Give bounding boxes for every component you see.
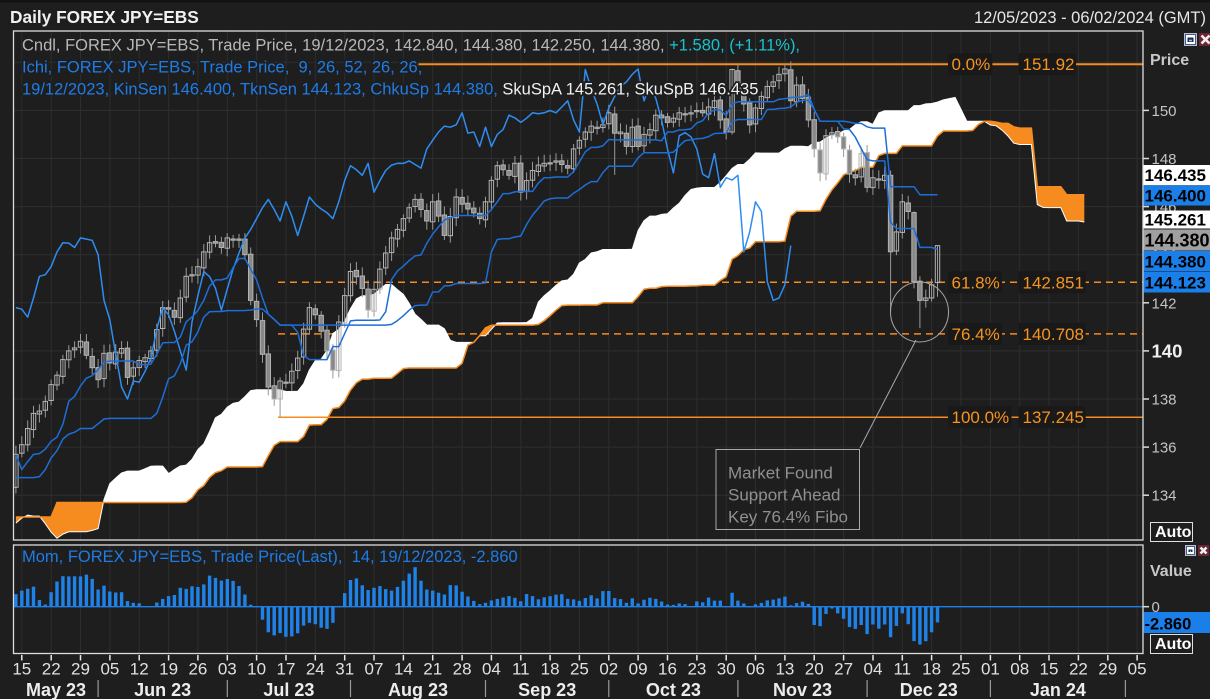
svg-text:134: 134 [1152,488,1177,505]
svg-text:22: 22 [1069,660,1088,679]
svg-text:10: 10 [247,660,266,679]
svg-text:04: 04 [482,660,501,679]
svg-text:Mom, FOREX JPY=EBS, Trade Pric: Mom, FOREX JPY=EBS, Trade Price(Last), 1… [22,548,518,566]
svg-text:138: 138 [1152,392,1177,409]
svg-text:22: 22 [42,660,61,679]
svg-text:Support Ahead: Support Ahead [728,486,840,505]
svg-text:Jul 23: Jul 23 [263,680,314,699]
svg-text:144.380: 144.380 [1145,230,1210,250]
svg-text:Value: Value [1150,563,1192,580]
svg-text:76.4%: 76.4% [952,325,1000,344]
svg-text:30: 30 [717,660,736,679]
svg-text:Dec 23: Dec 23 [900,680,958,699]
svg-text:142.851: 142.851 [1023,273,1084,292]
svg-text:04: 04 [864,660,883,679]
svg-text:0: 0 [1152,599,1160,616]
svg-text:Cndl, FOREX JPY=EBS, Trade Pri: Cndl, FOREX JPY=EBS, Trade Price, 19/12/… [22,37,800,55]
svg-text:11: 11 [893,660,911,679]
svg-text:26: 26 [188,660,207,679]
svg-text:Daily FOREX JPY=EBS: Daily FOREX JPY=EBS [10,7,199,27]
svg-text:29: 29 [71,660,90,679]
svg-text:24: 24 [306,660,325,679]
svg-text:13: 13 [775,660,794,679]
svg-text:15: 15 [12,660,31,679]
svg-text:146.400: 146.400 [1145,187,1206,206]
svg-text:16: 16 [658,660,677,679]
svg-text:144.123: 144.123 [1145,273,1206,292]
svg-text:17: 17 [277,660,296,679]
svg-text:140.708: 140.708 [1023,325,1084,344]
svg-text:18: 18 [922,660,941,679]
svg-text:Key 76.4% Fibo: Key 76.4% Fibo [728,508,848,527]
svg-text:25: 25 [570,660,589,679]
svg-text:23: 23 [687,660,706,679]
svg-text:05: 05 [1128,660,1147,679]
svg-text:01: 01 [981,660,1000,679]
svg-text:Auto: Auto [1155,636,1192,653]
svg-text:150: 150 [1152,103,1177,120]
svg-text:05: 05 [100,660,119,679]
svg-text:20: 20 [805,660,824,679]
svg-text:Sep 23: Sep 23 [518,680,576,699]
svg-text:Nov 23: Nov 23 [773,680,832,699]
svg-text:Jan 24: Jan 24 [1030,680,1086,699]
svg-text:146.435: 146.435 [1145,166,1206,185]
svg-text:100.0%: 100.0% [952,408,1010,427]
svg-text:27: 27 [834,660,853,679]
svg-text:Jun 23: Jun 23 [134,680,191,699]
svg-text:28: 28 [453,660,472,679]
svg-text:148: 148 [1152,151,1177,168]
svg-text:02: 02 [599,660,618,679]
svg-text:25: 25 [952,660,971,679]
svg-text:137.245: 137.245 [1023,408,1084,427]
svg-text:31: 31 [335,660,354,679]
svg-text:Auto: Auto [1155,524,1192,541]
svg-text:61.8%: 61.8% [952,273,1000,292]
svg-text:18: 18 [541,660,560,679]
svg-text:Ichi, FOREX JPY=EBS, Trade Pri: Ichi, FOREX JPY=EBS, Trade Price, 9, 26,… [22,59,422,77]
svg-text:19/12/2023, KinSen 146.400, Tk: 19/12/2023, KinSen 146.400, TknSen 144.1… [22,81,758,99]
svg-text:29: 29 [1098,660,1117,679]
svg-text:151.92: 151.92 [1023,55,1075,74]
svg-text:08: 08 [1010,660,1029,679]
svg-text:140: 140 [1152,340,1183,361]
svg-text:12: 12 [130,660,149,679]
svg-text:0.0%: 0.0% [952,55,991,74]
svg-text:15: 15 [1040,660,1059,679]
svg-text:Oct 23: Oct 23 [646,680,701,699]
svg-text:May 23: May 23 [26,680,86,699]
svg-text:03: 03 [218,660,237,679]
svg-text:Market Found: Market Found [728,464,833,483]
svg-text:19: 19 [159,660,178,679]
svg-text:Price: Price [1150,52,1189,69]
svg-text:145.261: 145.261 [1145,211,1206,230]
svg-text:09: 09 [629,660,648,679]
svg-text:14: 14 [394,660,413,679]
svg-text:11: 11 [512,660,530,679]
svg-text:142: 142 [1152,295,1177,312]
svg-text:21: 21 [423,660,442,679]
svg-text:06: 06 [746,660,765,679]
svg-text:-2.860: -2.860 [1145,616,1192,634]
svg-text:144.380: 144.380 [1145,252,1206,271]
svg-text:12/05/2023 - 06/02/2024 (GMT): 12/05/2023 - 06/02/2024 (GMT) [974,9,1206,27]
svg-text:136: 136 [1152,440,1177,457]
svg-text:Aug 23: Aug 23 [388,680,448,699]
svg-text:07: 07 [365,660,384,679]
